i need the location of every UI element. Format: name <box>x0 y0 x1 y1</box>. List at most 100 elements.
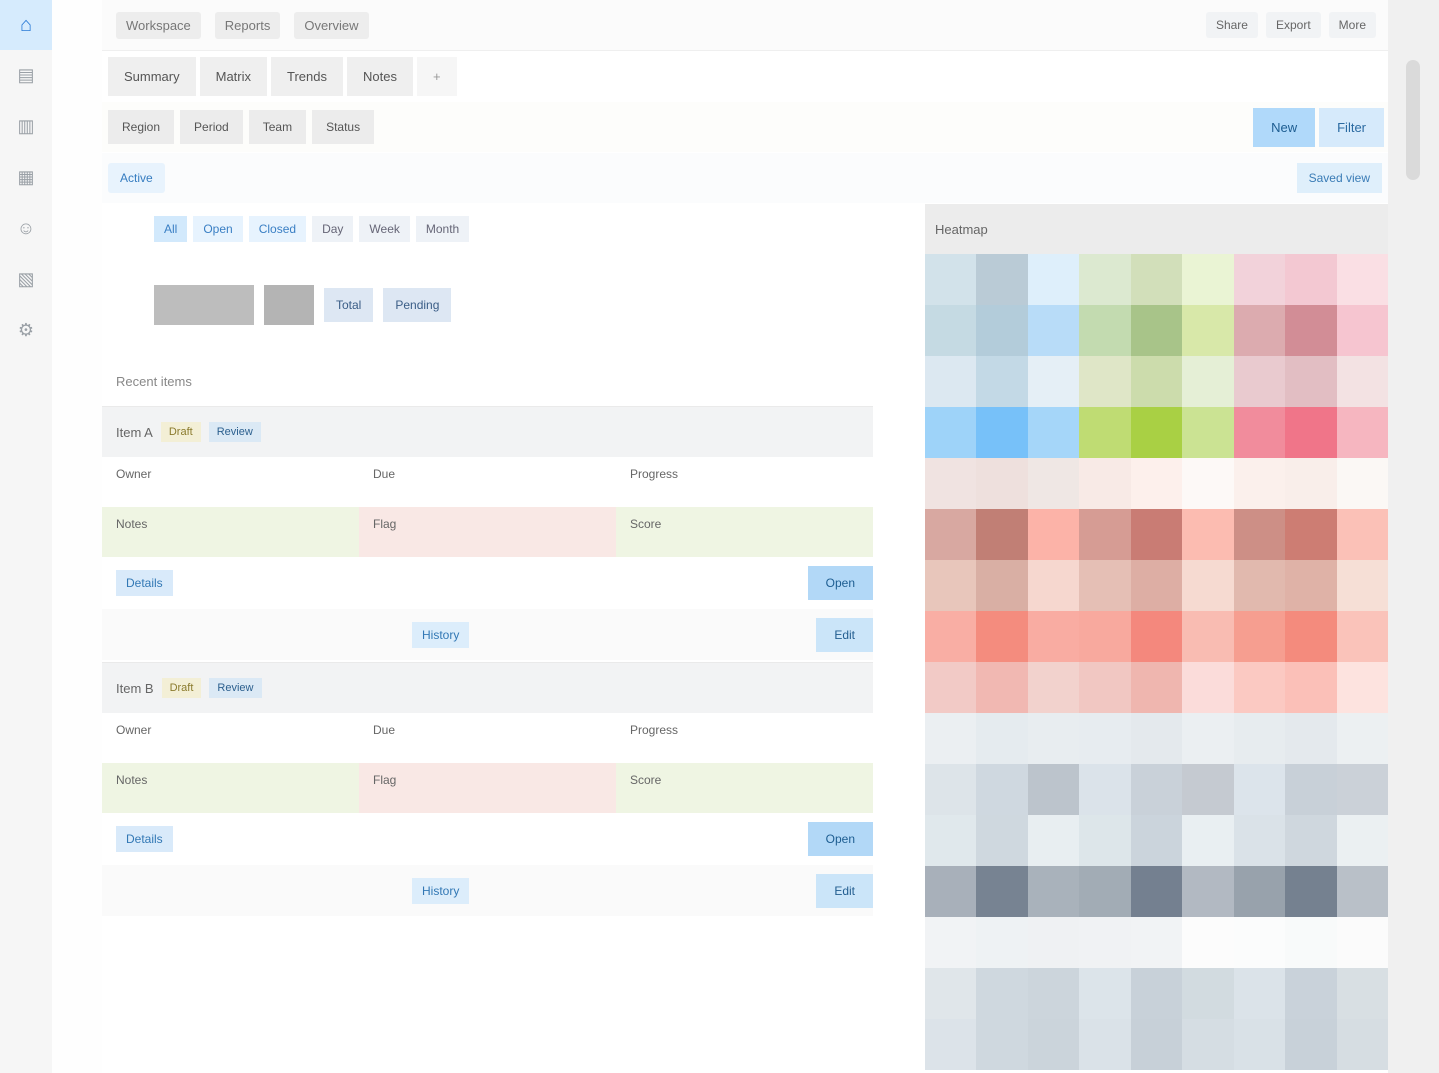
heatmap-cell[interactable] <box>925 713 977 764</box>
heatmap-cell[interactable] <box>1336 1019 1388 1070</box>
edit-button[interactable]: Edit <box>816 873 873 908</box>
filter-team[interactable]: Team <box>248 110 307 144</box>
heatmap-cell[interactable] <box>976 356 1028 407</box>
heatmap-cell[interactable] <box>1079 458 1131 509</box>
item-card[interactable]: Item A Draft Review Owner Due Progress N… <box>102 406 873 662</box>
heatmap-cell[interactable] <box>1079 866 1131 917</box>
heatmap-cell[interactable] <box>1233 815 1286 866</box>
edit-button[interactable]: Edit <box>816 617 873 652</box>
heatmap-cell[interactable] <box>1182 917 1234 968</box>
heatmap-cell[interactable] <box>1079 968 1131 1019</box>
heatmap-cell[interactable] <box>1233 509 1286 560</box>
heatmap-cell[interactable] <box>1079 917 1131 968</box>
heatmap-cell[interactable] <box>1233 611 1286 662</box>
details-link[interactable]: Details <box>116 826 173 852</box>
heatmap-cell[interactable] <box>1027 764 1080 815</box>
heatmap-cell[interactable] <box>1079 611 1131 662</box>
heatmap-cell[interactable] <box>925 815 977 866</box>
heatmap-cell[interactable] <box>1079 815 1131 866</box>
heatmap-cell[interactable] <box>1182 356 1234 407</box>
pill-open[interactable]: Open <box>193 216 243 242</box>
heatmap-cell[interactable] <box>1130 560 1183 611</box>
heatmap-cell[interactable] <box>1079 764 1131 815</box>
status-chip[interactable]: Active <box>108 163 165 193</box>
heatmap-cell[interactable] <box>1027 968 1080 1019</box>
item-card[interactable]: Item B Draft Review Owner Due Progress N… <box>102 662 873 918</box>
heatmap-cell[interactable] <box>1285 305 1337 356</box>
heatmap-cell[interactable] <box>976 968 1028 1019</box>
heatmap-cell[interactable] <box>1027 407 1080 458</box>
heatmap-cell[interactable] <box>1285 407 1337 458</box>
heatmap-cell[interactable] <box>1027 560 1080 611</box>
calendar-icon[interactable]: ▦ <box>17 167 35 187</box>
heatmap-cell[interactable] <box>1130 764 1183 815</box>
heatmap-cell[interactable] <box>1027 254 1080 305</box>
users-icon[interactable]: ☺ <box>16 218 36 238</box>
heatmap-cell[interactable] <box>1027 305 1080 356</box>
heatmap-cell[interactable] <box>1130 407 1183 458</box>
scrollbar[interactable] <box>1388 0 1439 1073</box>
heatmap-cell[interactable] <box>976 560 1028 611</box>
pill-all[interactable]: All <box>154 216 188 242</box>
heatmap-cell[interactable] <box>1130 509 1183 560</box>
heatmap-cell[interactable] <box>1336 254 1388 305</box>
heatmap-cell[interactable] <box>1130 356 1183 407</box>
seg-week[interactable]: Week <box>359 216 410 242</box>
heatmap-cell[interactable] <box>1079 560 1131 611</box>
more-button[interactable]: More <box>1328 12 1376 38</box>
heatmap-cell[interactable] <box>1027 815 1080 866</box>
heatmap-cell[interactable] <box>1336 560 1388 611</box>
heatmap-cell[interactable] <box>1336 611 1388 662</box>
heatmap-cell[interactable] <box>1285 968 1337 1019</box>
heatmap-cell[interactable] <box>976 662 1028 713</box>
heatmap-cell[interactable] <box>1336 866 1388 917</box>
heatmap-cell[interactable] <box>1130 917 1183 968</box>
heatmap-cell[interactable] <box>976 509 1028 560</box>
heatmap-cell[interactable] <box>1182 968 1234 1019</box>
heatmap-cell[interactable] <box>1182 407 1234 458</box>
heatmap-cell[interactable] <box>925 1019 977 1070</box>
heatmap-cell[interactable] <box>976 407 1028 458</box>
heatmap-cell[interactable] <box>1130 662 1183 713</box>
heatmap-cell[interactable] <box>1285 458 1337 509</box>
details-link[interactable]: Details <box>116 570 173 596</box>
new-button[interactable]: New <box>1253 107 1316 147</box>
history-link[interactable]: History <box>412 877 470 904</box>
home-icon[interactable]: ⌂ <box>0 0 52 50</box>
heatmap-cell[interactable] <box>976 917 1028 968</box>
heatmap-cell[interactable] <box>1336 968 1388 1019</box>
heatmap-cell[interactable] <box>1233 866 1286 917</box>
heatmap-cell[interactable] <box>1233 560 1286 611</box>
heatmap-cell[interactable] <box>925 458 977 509</box>
heatmap-cell[interactable] <box>1027 917 1080 968</box>
pill-closed[interactable]: Closed <box>248 216 307 242</box>
heatmap-cell[interactable] <box>1027 458 1080 509</box>
heatmap-cell[interactable] <box>925 305 977 356</box>
heatmap-cell[interactable] <box>1079 1019 1131 1070</box>
heatmap-cell[interactable] <box>1233 254 1286 305</box>
inbox-icon[interactable]: ▤ <box>17 65 35 85</box>
heatmap-cell[interactable] <box>1233 713 1286 764</box>
filter-period[interactable]: Period <box>180 110 243 144</box>
heatmap-cell[interactable] <box>1182 1019 1234 1070</box>
heatmap-cell[interactable] <box>1130 305 1183 356</box>
heatmap-cell[interactable] <box>976 1019 1028 1070</box>
heatmap-cell[interactable] <box>1182 305 1234 356</box>
heatmap-cell[interactable] <box>1079 713 1131 764</box>
heatmap-cell[interactable] <box>925 254 977 305</box>
heatmap-cell[interactable] <box>1233 917 1286 968</box>
heatmap-cell[interactable] <box>1285 815 1337 866</box>
heatmap-cell[interactable] <box>1233 356 1286 407</box>
heatmap-cell[interactable] <box>1285 662 1337 713</box>
heatmap-cell[interactable] <box>1336 764 1388 815</box>
heatmap-cell[interactable] <box>1027 1019 1080 1070</box>
heatmap-cell[interactable] <box>925 917 977 968</box>
heatmap-cell[interactable] <box>1285 560 1337 611</box>
heatmap-cell[interactable] <box>925 407 977 458</box>
heatmap-cell[interactable] <box>976 611 1028 662</box>
heatmap-cell[interactable] <box>1027 866 1080 917</box>
heatmap-cell[interactable] <box>976 458 1028 509</box>
heatmap-cell[interactable] <box>976 815 1028 866</box>
heatmap-cell[interactable] <box>1285 356 1337 407</box>
heatmap-cell[interactable] <box>1336 713 1388 764</box>
